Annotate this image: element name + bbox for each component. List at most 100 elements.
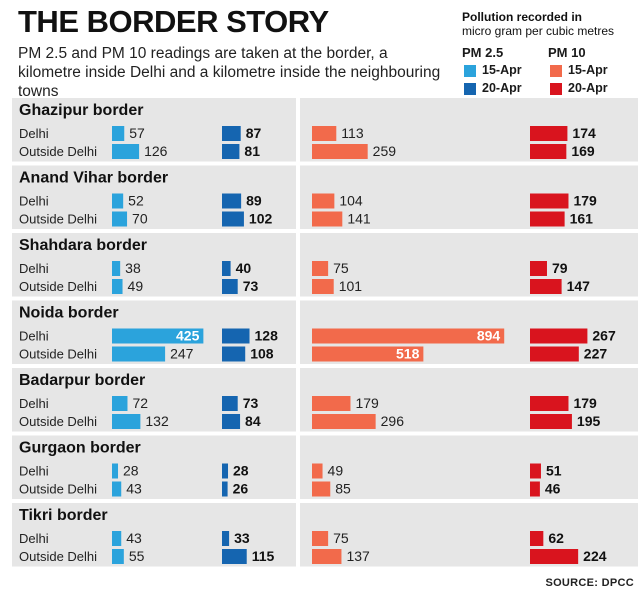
border-title: Noida border — [19, 305, 119, 322]
bar-pm25-15 — [112, 531, 122, 546]
data-label: 38 — [125, 260, 141, 276]
bar-pm25-15 — [112, 328, 204, 344]
row-label: Delhi — [19, 464, 49, 479]
data-label: 52 — [128, 193, 144, 209]
legend-title: Pollution recorded in micro gram per cub… — [462, 10, 637, 38]
bar-pm10-20 — [530, 211, 565, 227]
legend-title-main: Pollution recorded in — [462, 10, 583, 24]
data-label: 28 — [233, 463, 249, 479]
data-label: 179 — [355, 395, 379, 411]
data-label: 126 — [144, 143, 168, 159]
data-label: 73 — [243, 395, 259, 411]
bar-pm25-20 — [222, 126, 241, 141]
bar-pm10-20 — [530, 463, 541, 479]
bar-pm25-20 — [222, 396, 238, 411]
bar-pm10-20 — [530, 414, 572, 429]
row-label: Delhi — [19, 396, 49, 411]
bar-pm25-15 — [112, 261, 121, 276]
row-label: Outside Delhi — [19, 347, 97, 362]
bar-pm25-15 — [112, 126, 125, 141]
source-note: SOURCE: DPCC — [545, 577, 634, 589]
bar-pm25-20 — [222, 549, 247, 564]
data-label: 894 — [477, 328, 501, 344]
data-label: 247 — [170, 346, 194, 362]
bar-pm25-20 — [222, 279, 238, 294]
data-label: 43 — [126, 530, 142, 546]
row-label: Outside Delhi — [19, 414, 97, 429]
data-label: 101 — [339, 278, 363, 294]
bar-pm10-20 — [530, 328, 588, 344]
bar-pm25-20 — [222, 193, 242, 209]
border-title: Anand Vihar border — [19, 170, 168, 187]
bar-pm10-20 — [530, 126, 568, 141]
bar-pm10-15 — [312, 279, 334, 294]
bar-pm10-20 — [530, 396, 569, 411]
bar-pm25-15 — [112, 144, 140, 159]
data-label: 102 — [249, 211, 273, 227]
bar-pm10-20 — [530, 531, 544, 546]
border-title: Tikri border — [19, 507, 108, 524]
legend-label-pm25-20apr: 20-Apr — [482, 81, 522, 95]
bar-pm10-15 — [312, 346, 424, 362]
bar-pm25-20 — [222, 328, 250, 344]
bar-pm10-15 — [312, 531, 329, 546]
data-label: 195 — [577, 413, 601, 429]
bar-pm10-15 — [312, 328, 505, 344]
data-label: 51 — [546, 463, 562, 479]
legend-swatch-pm10-20apr — [550, 83, 562, 95]
row-label: Outside Delhi — [19, 279, 97, 294]
bar-pm10-15 — [312, 126, 337, 141]
data-label: 179 — [573, 193, 597, 209]
legend-swatch-pm25-20apr — [464, 83, 476, 95]
border-title: Shahdara border — [19, 237, 147, 254]
data-label: 40 — [236, 260, 252, 276]
bar-pm10-15 — [312, 144, 368, 159]
bar-pm25-20 — [222, 346, 246, 362]
data-label: 132 — [145, 413, 169, 429]
bar-pm25-15 — [112, 346, 166, 362]
legend-label-pm10-15apr: 15-Apr — [568, 63, 608, 77]
bar-pm10-15 — [312, 211, 343, 227]
row-label: Delhi — [19, 194, 49, 209]
data-label: 43 — [126, 481, 142, 497]
bar-pm10-15 — [312, 261, 329, 276]
bar-pm25-15 — [112, 193, 124, 209]
data-label: 85 — [335, 481, 351, 497]
row-label: Delhi — [19, 531, 49, 546]
data-label: 49 — [328, 463, 344, 479]
data-label: 33 — [234, 530, 250, 546]
data-label: 70 — [132, 211, 148, 227]
bar-pm25-15 — [112, 463, 119, 479]
data-label: 169 — [571, 143, 595, 159]
bar-pm10-20 — [530, 144, 567, 159]
data-label: 115 — [252, 548, 275, 564]
bar-pm10-20 — [530, 279, 562, 294]
data-label: 57 — [129, 125, 145, 141]
data-label: 137 — [346, 548, 370, 564]
data-label: 227 — [584, 346, 608, 362]
data-label: 179 — [573, 395, 597, 411]
border-title: Ghazipur border — [19, 102, 143, 119]
bar-pm25-15 — [112, 481, 122, 497]
row-label: Outside Delhi — [19, 144, 97, 159]
data-label: 72 — [132, 395, 148, 411]
bar-pm25-20 — [222, 211, 244, 227]
legend-title-unit: micro gram per cubic metres — [462, 24, 615, 38]
bar-pm10-20 — [530, 261, 547, 276]
bar-pm25-15 — [112, 549, 124, 564]
section-divider — [296, 96, 300, 569]
bar-pm25-20 — [222, 531, 230, 546]
data-label: 79 — [552, 260, 568, 276]
bar-pm25-20 — [222, 414, 241, 429]
bar-pm25-20 — [222, 463, 229, 479]
legend-pm25-heading: PM 2.5 — [462, 45, 504, 60]
data-label: 49 — [128, 278, 144, 294]
bar-pm10-20 — [530, 481, 540, 497]
data-label: 73 — [243, 278, 259, 294]
bar-pm10-15 — [312, 463, 323, 479]
data-label: 28 — [123, 463, 139, 479]
chart-title: THE BORDER STORY — [18, 4, 329, 39]
row-label: Delhi — [19, 261, 49, 276]
